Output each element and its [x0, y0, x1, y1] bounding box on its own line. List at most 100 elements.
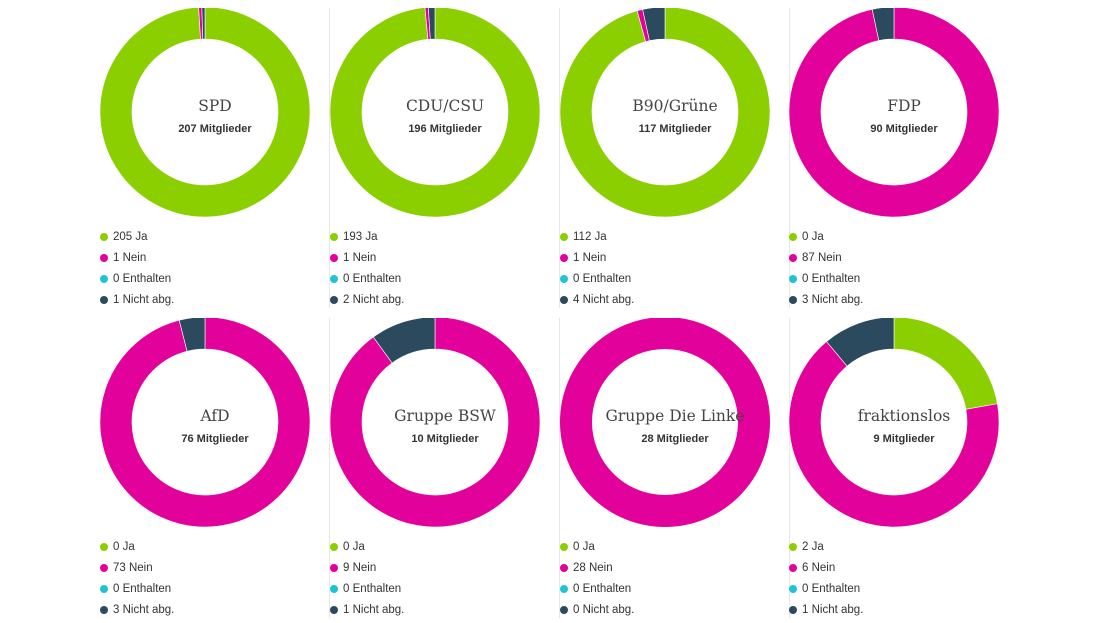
- donut-chart: [100, 318, 311, 528]
- legend-dot-ja: [789, 232, 797, 241]
- vote-legend: 205 Ja 1 Nein 0 Enthalten 1 Nicht abg.: [100, 229, 174, 313]
- party-name: Gruppe BSW: [394, 407, 496, 425]
- legend-item-enthalten[interactable]: 0 Enthalten: [100, 271, 174, 292]
- legend-item-ja[interactable]: 205 Ja: [100, 229, 174, 250]
- legend-dot-nicht-abg: [100, 295, 108, 304]
- legend-dot-nicht-abg: [100, 605, 108, 614]
- donut-slice-nicht-abg[interactable]: [428, 8, 436, 40]
- legend-item-nicht-abg[interactable]: 3 Nicht abg.: [789, 292, 863, 313]
- legend-item-nein[interactable]: 1 Nein: [100, 250, 174, 271]
- donut-slice-nicht-abg[interactable]: [178, 318, 206, 352]
- legend-item-ja[interactable]: 0 Ja: [100, 539, 174, 560]
- donut-chart: [789, 8, 1000, 218]
- column-divider: [329, 8, 330, 308]
- donut-slice-nein[interactable]: [789, 8, 1000, 218]
- vote-legend: 0 Ja 73 Nein 0 Enthalten 3 Nicht abg.: [100, 539, 174, 623]
- legend-item-enthalten[interactable]: 0 Enthalten: [100, 581, 174, 602]
- donut-slice-nicht-abg[interactable]: [871, 8, 895, 41]
- legend-label: 4 Nicht abg.: [573, 293, 635, 306]
- column-divider: [329, 318, 330, 618]
- legend-label: 1 Nein: [573, 251, 607, 264]
- legend-label: 3 Nicht abg.: [113, 603, 175, 616]
- donut-slice-nein[interactable]: [789, 341, 1000, 528]
- legend-item-ja[interactable]: 0 Ja: [560, 539, 634, 560]
- legend-label: 1 Nein: [343, 251, 377, 264]
- legend-label: 1 Nein: [113, 251, 147, 264]
- legend-item-nicht-abg[interactable]: 1 Nicht abg.: [100, 292, 174, 313]
- donut-slice-nicht-abg[interactable]: [642, 8, 666, 42]
- legend-item-nein[interactable]: 6 Nein: [789, 560, 863, 581]
- legend-label: 0 Ja: [113, 540, 135, 553]
- legend-item-nein[interactable]: 9 Nein: [330, 560, 404, 581]
- donut-slice-ja[interactable]: [100, 8, 311, 218]
- legend-dot-ja: [100, 232, 108, 241]
- legend-item-ja[interactable]: 0 Ja: [789, 229, 863, 250]
- party-card-fraktionslos: fraktionslos 9 Mitglieder 2 Ja 6 Nein 0 Enth…: [789, 318, 1019, 618]
- legend-item-nicht-abg[interactable]: 1 Nicht abg.: [330, 602, 404, 623]
- legend-dot-nicht-abg: [330, 605, 338, 614]
- vote-legend: 0 Ja 9 Nein 0 Enthalten 1 Nicht abg.: [330, 539, 404, 623]
- legend-label: 0 Nicht abg.: [573, 603, 635, 616]
- legend-label: 9 Nein: [343, 561, 377, 574]
- legend-dot-enthalten: [330, 274, 338, 283]
- legend-label: 0 Enthalten: [113, 272, 172, 285]
- legend-label: 6 Nein: [802, 561, 836, 574]
- legend-item-ja[interactable]: 2 Ja: [789, 539, 863, 560]
- legend-item-enthalten[interactable]: 0 Enthalten: [789, 581, 863, 602]
- legend-item-nicht-abg[interactable]: 4 Nicht abg.: [560, 292, 634, 313]
- donut-slice-nicht-abg[interactable]: [826, 318, 895, 367]
- legend-dot-ja: [789, 542, 797, 551]
- legend-label: 28 Nein: [573, 561, 613, 574]
- party-card-gruppe-bsw: Gruppe BSW 10 Mitglieder 0 Ja 9 Nein 0 Entha…: [330, 318, 560, 618]
- legend-dot-ja: [100, 542, 108, 551]
- legend-label: 87 Nein: [802, 251, 842, 264]
- donut-slice-nein[interactable]: [560, 318, 770, 527]
- donut-slice-ja[interactable]: [560, 8, 771, 218]
- donut-slice-ja[interactable]: [893, 318, 998, 410]
- donut-slice-nein[interactable]: [100, 318, 311, 528]
- vote-legend: 2 Ja 6 Nein 0 Enthalten 1 Nicht abg.: [789, 539, 863, 623]
- donut-slice-nein[interactable]: [330, 318, 541, 528]
- party-card-gruppe-die-linke: Gruppe Die Linke 28 Mitglieder 0 Ja 28 Nein…: [560, 318, 790, 618]
- member-count: 76 Mitglieder: [181, 433, 249, 445]
- legend-item-nein[interactable]: 87 Nein: [789, 250, 863, 271]
- donut-slice-ja[interactable]: [330, 8, 541, 218]
- legend-item-nein[interactable]: 1 Nein: [330, 250, 404, 271]
- party-name: fraktionslos: [857, 407, 951, 425]
- party-name: AfD: [200, 407, 230, 425]
- legend-item-enthalten[interactable]: 0 Enthalten: [789, 271, 863, 292]
- legend-item-enthalten[interactable]: 0 Enthalten: [560, 581, 634, 602]
- member-count: 196 Mitglieder: [408, 123, 482, 135]
- legend-dot-ja: [330, 232, 338, 241]
- legend-dot-nein: [100, 563, 108, 572]
- legend-item-enthalten[interactable]: 0 Enthalten: [330, 271, 404, 292]
- legend-item-ja[interactable]: 0 Ja: [330, 539, 404, 560]
- legend-item-nicht-abg[interactable]: 3 Nicht abg.: [100, 602, 174, 623]
- legend-label: 1 Nicht abg.: [343, 603, 405, 616]
- legend-dot-enthalten: [789, 584, 797, 593]
- legend-item-nicht-abg[interactable]: 0 Nicht abg.: [560, 602, 634, 623]
- legend-label: 1 Nicht abg.: [802, 603, 864, 616]
- legend-item-nicht-abg[interactable]: 1 Nicht abg.: [789, 602, 863, 623]
- legend-item-nein[interactable]: 1 Nein: [560, 250, 634, 271]
- legend-item-enthalten[interactable]: 0 Enthalten: [330, 581, 404, 602]
- vote-legend: 112 Ja 1 Nein 0 Enthalten 4 Nicht abg.: [560, 229, 634, 313]
- legend-label: 205 Ja: [113, 230, 148, 243]
- donut-chart: [330, 8, 541, 218]
- legend-item-nicht-abg[interactable]: 2 Nicht abg.: [330, 292, 404, 313]
- legend-dot-nicht-abg: [560, 605, 568, 614]
- legend-item-ja[interactable]: 112 Ja: [560, 229, 634, 250]
- donut-slice-nicht-abg[interactable]: [372, 318, 436, 364]
- legend-label: 0 Ja: [343, 540, 365, 553]
- legend-item-enthalten[interactable]: 0 Enthalten: [560, 271, 634, 292]
- legend-dot-ja: [560, 232, 568, 241]
- column-divider: [559, 8, 560, 308]
- legend-item-ja[interactable]: 193 Ja: [330, 229, 404, 250]
- column-divider: [789, 8, 790, 308]
- legend-label: 0 Enthalten: [343, 582, 402, 595]
- legend-item-nein[interactable]: 28 Nein: [560, 560, 634, 581]
- donut-slice-nicht-abg[interactable]: [201, 8, 206, 40]
- legend-label: 3 Nicht abg.: [802, 293, 864, 306]
- legend-item-nein[interactable]: 73 Nein: [100, 560, 174, 581]
- legend-dot-nicht-abg: [789, 605, 797, 614]
